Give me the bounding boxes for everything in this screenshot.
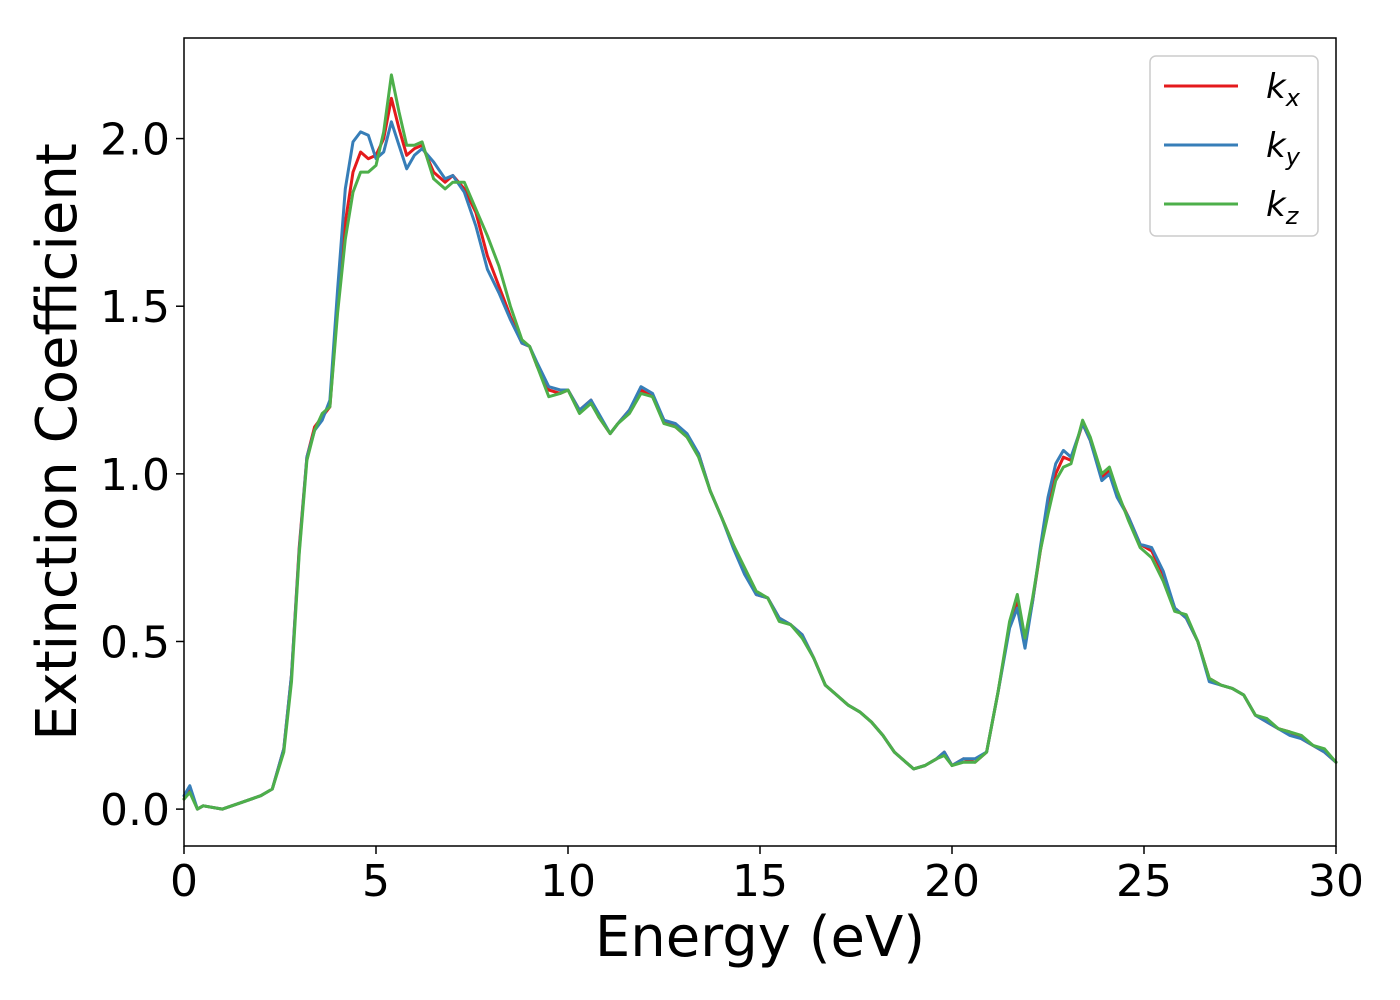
legend-label-kx: kx [1266, 67, 1301, 112]
x-axis-label: Energy (eV) [595, 905, 925, 970]
x-axis-ticks: 0 5 10 15 20 25 30 [170, 846, 1364, 907]
x-tick-label: 25 [1116, 856, 1172, 907]
y-tick-label: 0.5 [100, 617, 170, 668]
y-tick-label: 1.0 [100, 450, 170, 501]
x-tick-label: 10 [540, 856, 596, 907]
x-tick-label: 20 [924, 856, 980, 907]
series-line-kz [182, 73, 1338, 811]
y-tick-label: 1.5 [100, 282, 170, 333]
x-tick-label: 5 [362, 856, 390, 907]
y-axis-ticks: 0.0 0.5 1.0 1.5 2.0 [100, 115, 184, 836]
series-lines [182, 73, 1338, 811]
x-tick-label: 15 [732, 856, 788, 907]
y-axis-label: Extinction Coefficient [25, 143, 90, 741]
legend-label-ky: ky [1266, 126, 1301, 171]
y-tick-label: 0.0 [100, 785, 170, 836]
x-tick-label: 0 [170, 856, 198, 907]
y-tick-label: 2.0 [100, 115, 170, 166]
x-tick-label: 30 [1308, 856, 1364, 907]
